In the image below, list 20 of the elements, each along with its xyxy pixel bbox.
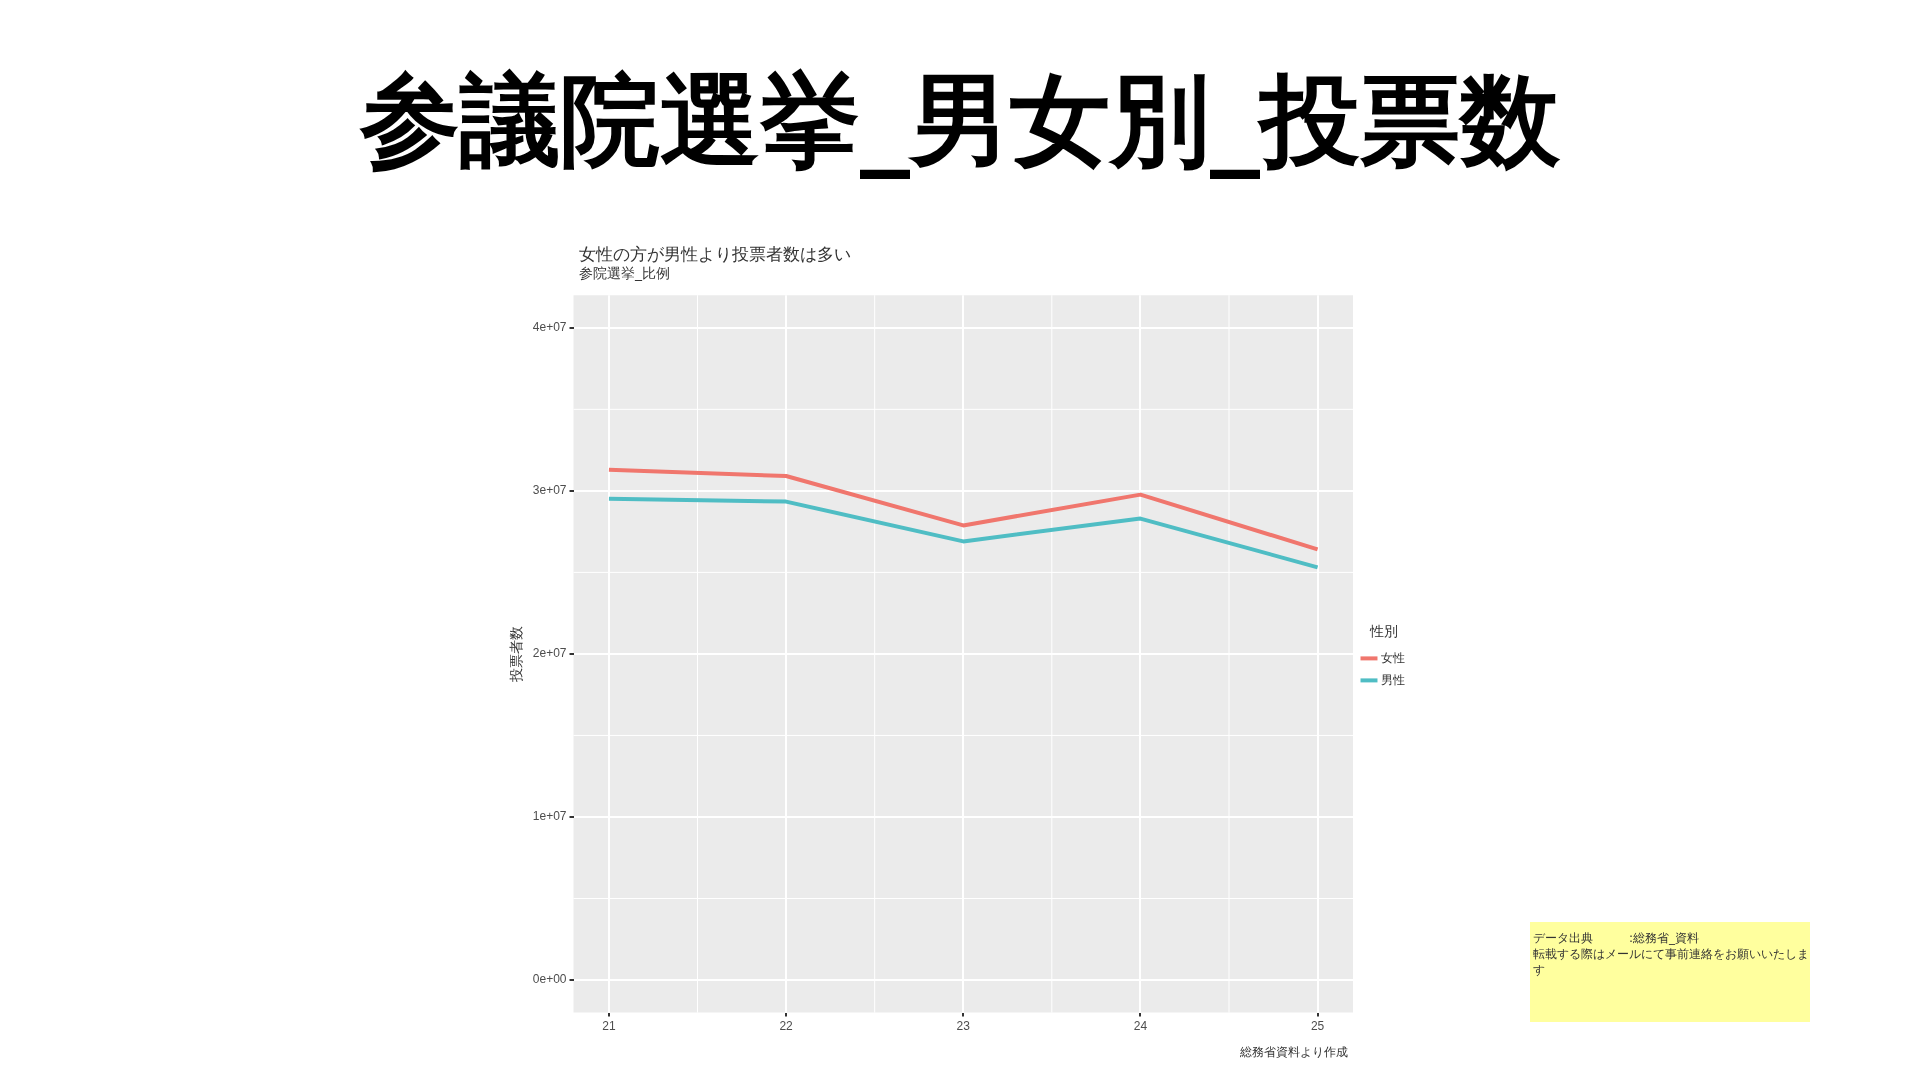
chart-subtitle: 女性の方が男性より投票者数は多い: [579, 243, 851, 266]
text: 参院選挙_比例: [579, 265, 670, 283]
x-tick-label: 24: [1133, 1019, 1148, 1034]
x-tick-label: 23: [956, 1019, 971, 1034]
y-tick-label: 3e+07: [532, 483, 567, 498]
x-tick-label: 25: [1310, 1019, 1325, 1034]
text: 転載する際はメールにて事前連絡をお願いいたします: [1533, 946, 1810, 978]
x-tick-label: 22: [779, 1019, 794, 1034]
text: 総務省資料より作成: [1239, 1044, 1348, 1061]
y-tick-label: 0e+00: [532, 972, 567, 987]
y-axis-title: 投票者数: [508, 625, 525, 683]
legend-label: 女性: [1381, 650, 1405, 665]
chart-title: 参議院選挙_男女別_投票数: [358, 61, 1561, 181]
y-tick-label: 2e+07: [532, 646, 567, 661]
text: データ出典 :総務省_資料: [1533, 930, 1701, 946]
y-tick-label: 1e+07: [532, 809, 567, 824]
legend-title: 性別: [1369, 623, 1398, 640]
legend-label: 男性: [1381, 672, 1405, 687]
x-tick-label: 21: [602, 1019, 616, 1034]
y-tick-label: 4e+07: [532, 320, 567, 335]
